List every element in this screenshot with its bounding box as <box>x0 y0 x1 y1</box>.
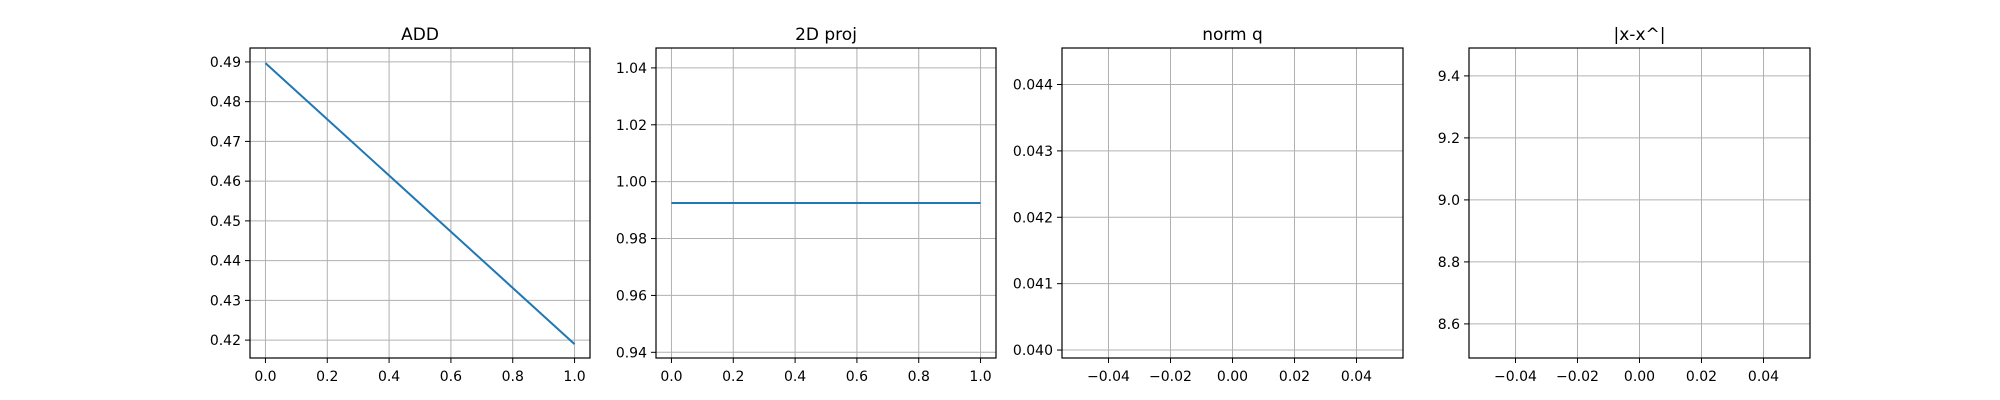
y-tick-label: 0.041 <box>1013 277 1053 293</box>
y-tick-label: 9.0 <box>1438 193 1460 209</box>
y-tick-label: 0.43 <box>210 293 241 309</box>
y-tick-label: 8.6 <box>1438 317 1460 333</box>
x-tick-label: −0.02 <box>1556 369 1599 385</box>
y-tick-label: 0.46 <box>210 174 241 190</box>
y-tick-label: 0.042 <box>1013 210 1053 226</box>
chart-panel-3: −0.04 −0.02 0.00 0.02 0.04 0.040 0.041 0.042 0.0… <box>1013 25 1404 385</box>
chart-title: 2D proj <box>795 25 857 45</box>
y-tick-label: 1.04 <box>616 61 647 77</box>
x-tick-label: 0.00 <box>1217 369 1248 385</box>
axes-frame <box>249 47 591 359</box>
x-tick-label: 0.04 <box>1748 369 1779 385</box>
y-tick-label: 0.044 <box>1013 78 1053 94</box>
x-tick-label: 0.6 <box>440 369 462 385</box>
x-tick-label: 0.00 <box>1624 369 1655 385</box>
y-tick-label: 0.98 <box>616 232 647 248</box>
x-tick-label: 0.8 <box>908 369 930 385</box>
x-tick-label: 0.2 <box>316 369 338 385</box>
x-tick-label: −0.04 <box>1494 369 1537 385</box>
y-tick-label: 0.040 <box>1013 343 1053 359</box>
y-tick-label: 0.44 <box>210 254 241 270</box>
chart-title: norm q <box>1202 25 1263 45</box>
x-tick-label: 1.0 <box>969 369 991 385</box>
chart-title: ADD <box>401 25 439 45</box>
x-tick-label: 0.4 <box>378 369 400 385</box>
x-tick-label: 0.8 <box>502 369 524 385</box>
x-tick-label: 0.02 <box>1686 369 1717 385</box>
y-tick-label: 0.96 <box>616 288 647 304</box>
y-tick-label: 0.45 <box>210 214 241 230</box>
y-tick-label: 1.02 <box>616 118 647 134</box>
y-tick-label: 9.2 <box>1438 131 1460 147</box>
x-tick-label: 1.0 <box>563 369 585 385</box>
x-tick-label: 0.4 <box>784 369 806 385</box>
y-tick-label: 0.48 <box>210 95 241 111</box>
axes-frame <box>655 47 997 359</box>
chart-panel-1: 0.0 0.2 0.4 0.6 0.8 1.0 0.42 0.43 0.44 0.45 0.46 0.… <box>210 25 591 385</box>
x-tick-label: 0.04 <box>1341 369 1372 385</box>
y-tick-label: 1.00 <box>616 175 647 191</box>
x-tick-label: 0.2 <box>722 369 744 385</box>
y-tick-label: 0.42 <box>210 333 241 349</box>
y-tick-label: 0.47 <box>210 134 241 150</box>
x-tick-label: −0.02 <box>1149 369 1192 385</box>
series-line <box>264 62 576 345</box>
x-tick-label: −0.04 <box>1087 369 1130 385</box>
x-tick-label: 0.0 <box>660 369 682 385</box>
y-tick-label: 9.4 <box>1438 69 1460 85</box>
chart-panel-2: 0.0 0.2 0.4 0.6 0.8 1.0 0.94 0.96 0.98 1.00 1.02 1.… <box>616 25 997 385</box>
y-tick-label: 0.49 <box>210 55 241 71</box>
chart-title: |x-x^| <box>1614 25 1666 45</box>
x-tick-label: 0.02 <box>1279 369 1310 385</box>
y-tick-label: 8.8 <box>1438 255 1460 271</box>
x-tick-label: 0.6 <box>846 369 868 385</box>
y-tick-label: 0.043 <box>1013 144 1053 160</box>
chart-panel-4: −0.04 −0.02 0.00 0.02 0.04 8.6 8.8 9.0 9.2 9.4 |x-… <box>1438 25 1811 385</box>
y-tick-label: 0.94 <box>616 345 647 361</box>
x-tick-label: 0.0 <box>254 369 276 385</box>
